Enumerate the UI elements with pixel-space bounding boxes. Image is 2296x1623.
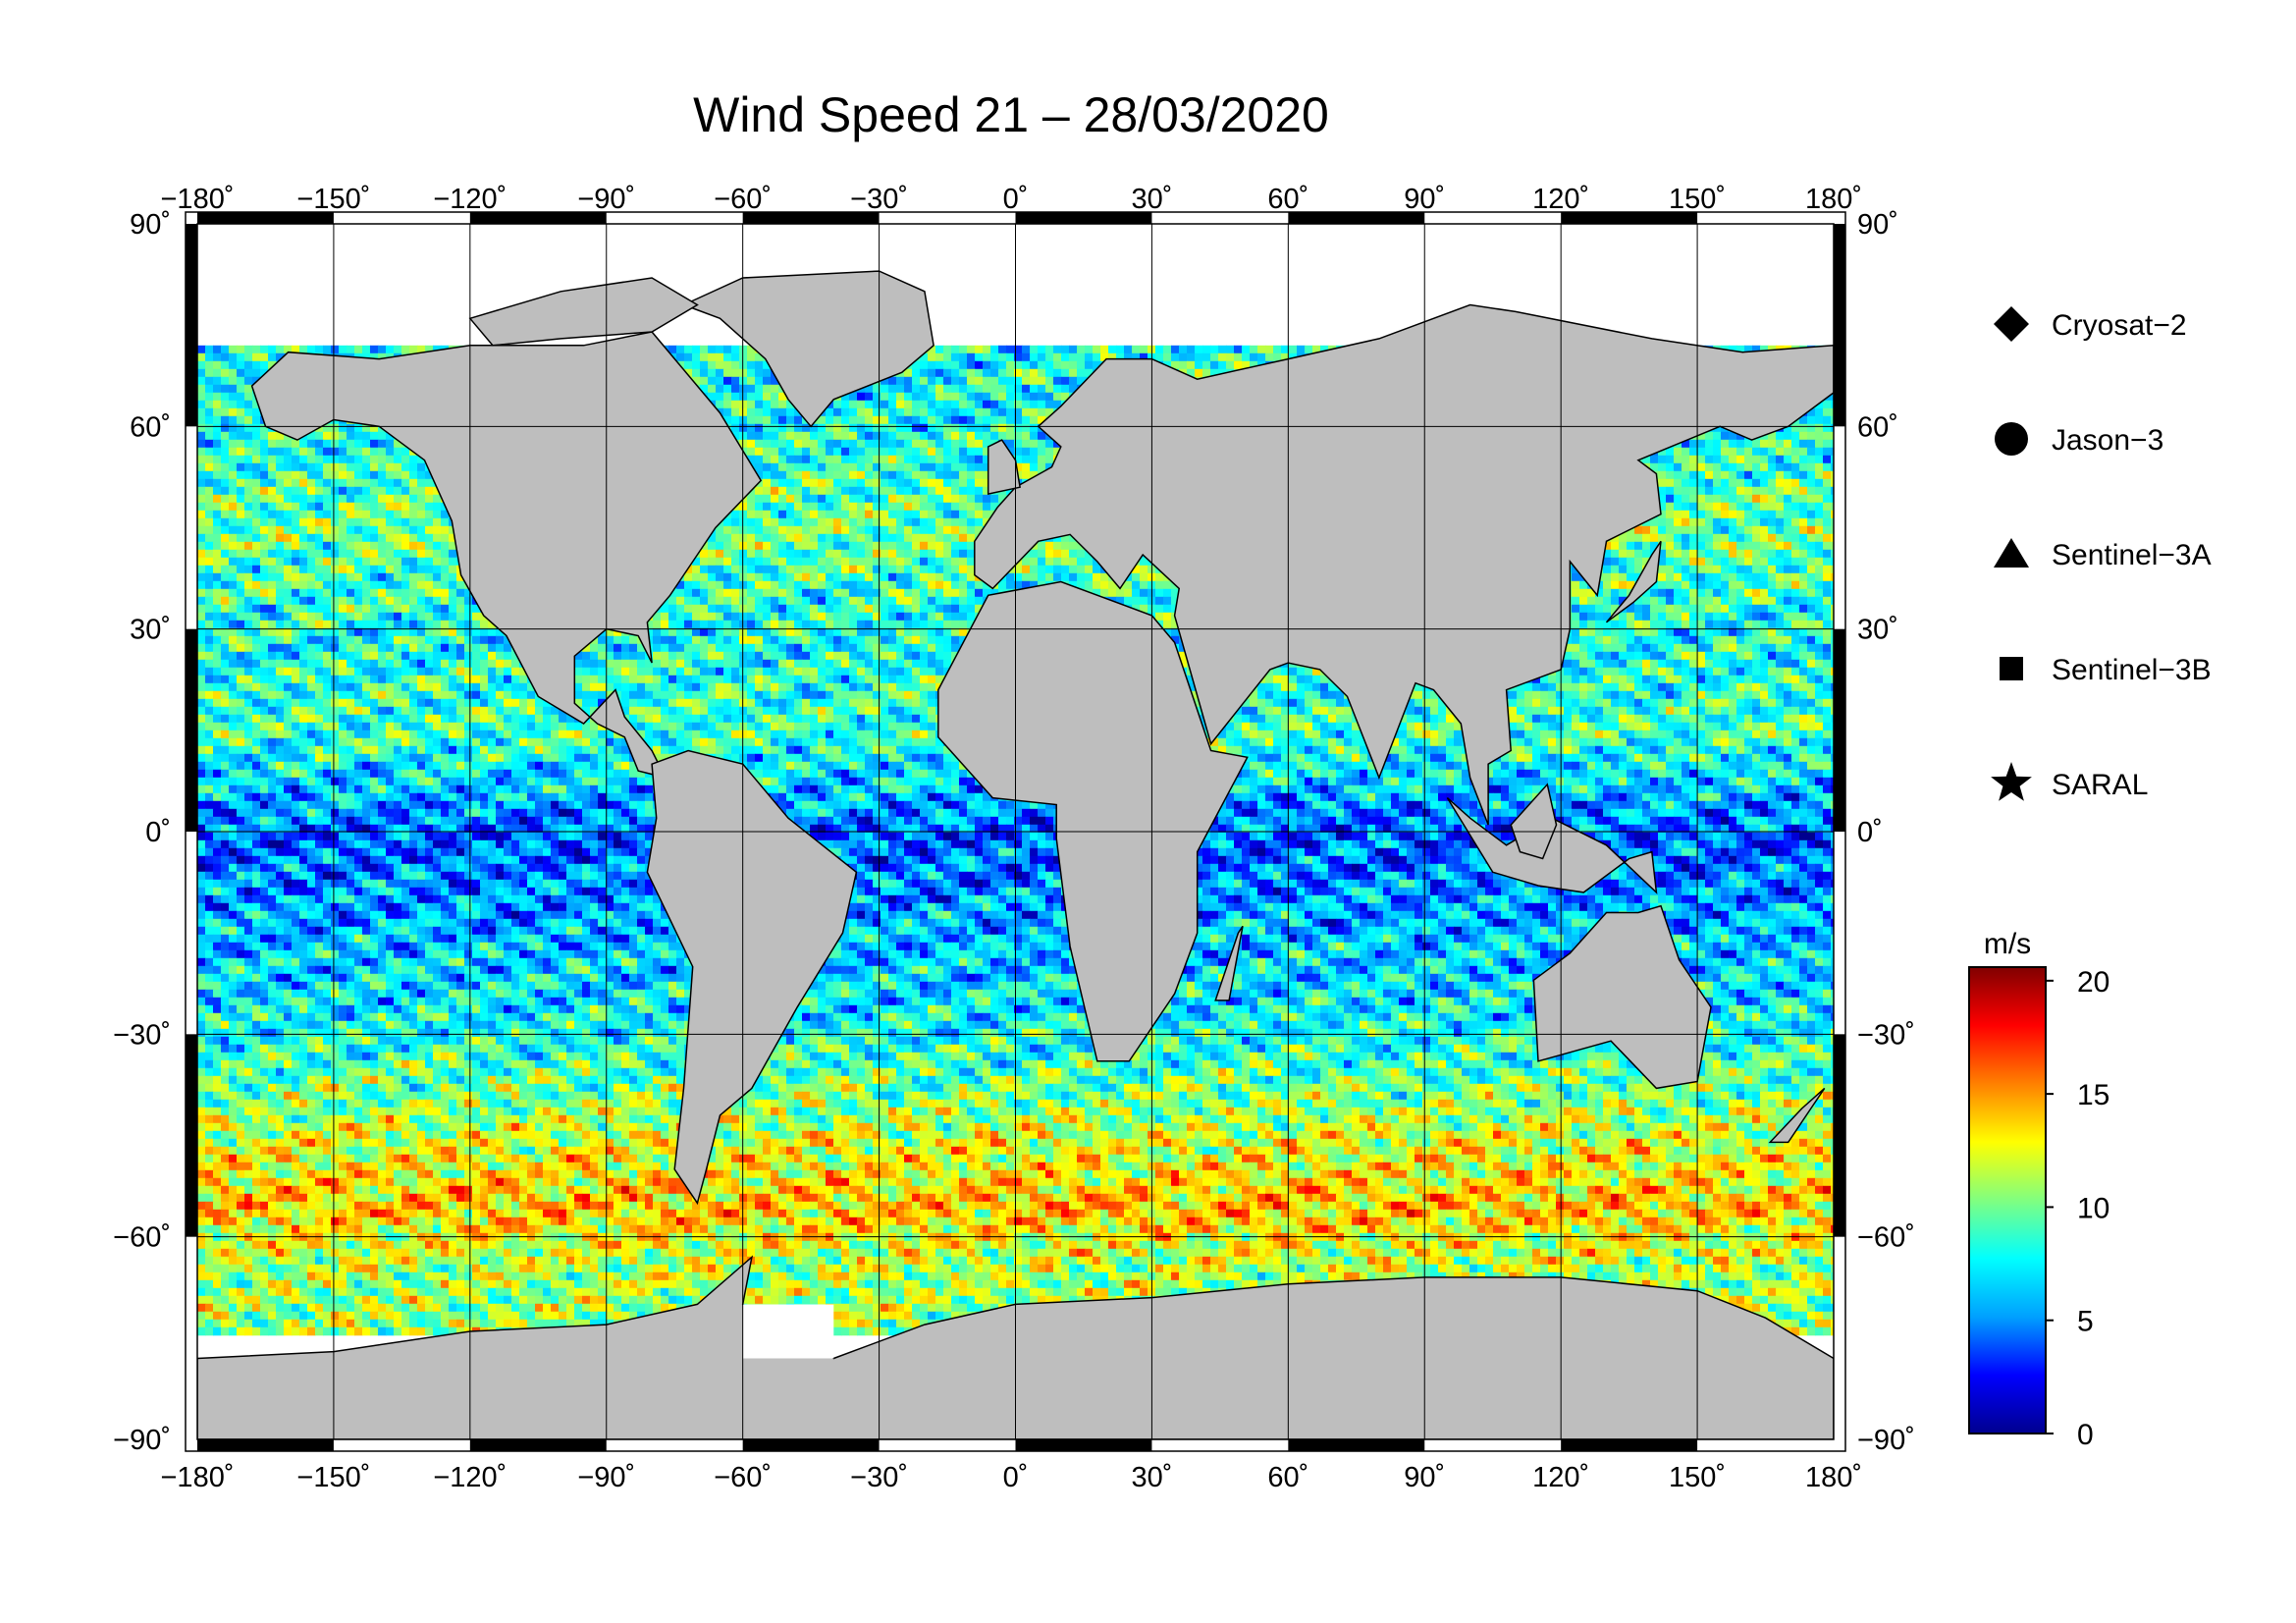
right-lat-tick: −90˚ <box>1857 1425 1915 1456</box>
bottom-lon-tick: −150˚ <box>296 1462 370 1493</box>
colorbar-unit: m/s <box>1984 928 2031 960</box>
top-lon-tick: 120˚ <box>1532 184 1589 215</box>
left-lat-tick: −60˚ <box>113 1222 171 1254</box>
legend-label: SARAL <box>2052 769 2148 801</box>
left-lat-tick: 30˚ <box>130 615 171 646</box>
right-lat-tick: −60˚ <box>1857 1222 1915 1254</box>
bottom-lon-tick: 150˚ <box>1669 1462 1726 1493</box>
bottom-lon-tick: −120˚ <box>433 1462 507 1493</box>
bottom-lon-tick: −30˚ <box>850 1462 908 1493</box>
right-lat-tick: 30˚ <box>1857 615 1898 646</box>
left-lat-tick: 60˚ <box>130 411 171 443</box>
top-lon-tick: 180˚ <box>1805 184 1862 215</box>
bottom-lon-tick: 120˚ <box>1532 1462 1589 1493</box>
colorbar-tick-label: 15 <box>2077 1079 2109 1111</box>
map-frame <box>185 211 1846 1452</box>
left-lat-tick: −90˚ <box>113 1425 171 1456</box>
top-lon-tick: 90˚ <box>1404 184 1445 215</box>
colorbar-tick-label: 20 <box>2077 966 2109 999</box>
legend-label: Sentinel−3B <box>2052 654 2212 686</box>
legend-label: Jason−3 <box>2052 424 2163 457</box>
legend-label: Cryosat−2 <box>2052 309 2187 342</box>
right-lat-tick: 90˚ <box>1857 209 1898 241</box>
bottom-lon-tick: 90˚ <box>1404 1462 1445 1493</box>
graticule-gridlines <box>197 224 1834 1439</box>
square-marker-icon <box>2000 657 2023 680</box>
right-lat-tick: −30˚ <box>1857 1019 1915 1051</box>
top-lon-tick: −150˚ <box>296 184 370 215</box>
satellite-legend: Cryosat−2 Jason−3 Sentinel−3A Sentinel−3B SA… <box>1991 306 2212 801</box>
triangle-marker-icon <box>1994 538 2029 568</box>
left-lat-tick: 90˚ <box>130 209 171 241</box>
top-lon-tick: 150˚ <box>1669 184 1726 215</box>
colorbar-gradient <box>1968 966 2047 1434</box>
legend-label: Sentinel−3A <box>2052 539 2212 571</box>
colorbar-tick-label: 5 <box>2077 1306 2094 1338</box>
colorbar-tick-label: 10 <box>2077 1192 2109 1224</box>
circle-marker-icon <box>1995 422 2028 456</box>
map-title: Wind Speed 21 – 28/03/2020 <box>0 86 2022 143</box>
top-lon-tick: −180˚ <box>161 184 235 215</box>
star-marker-icon <box>1991 762 2032 801</box>
bottom-lon-tick: 180˚ <box>1805 1462 1862 1493</box>
right-lat-tick: 0˚ <box>1857 817 1883 848</box>
diamond-marker-icon <box>1994 306 2029 342</box>
bottom-lon-tick: −180˚ <box>161 1462 235 1493</box>
top-lon-tick: 60˚ <box>1267 184 1308 215</box>
bottom-lon-tick: 0˚ <box>1003 1462 1029 1493</box>
top-lon-tick: −60˚ <box>714 184 772 215</box>
right-lat-tick: 60˚ <box>1857 411 1898 443</box>
left-lat-tick: 0˚ <box>145 817 171 848</box>
colorbar-tick-label: 0 <box>2077 1419 2094 1451</box>
left-lat-tick: −30˚ <box>113 1019 171 1051</box>
top-lon-tick: 0˚ <box>1003 184 1029 215</box>
bottom-lon-tick: 60˚ <box>1267 1462 1308 1493</box>
bottom-lon-tick: −90˚ <box>577 1462 635 1493</box>
coordinate-tick-labels: −180˚ −150˚ −120˚ −90˚ −60˚ −30˚ 0˚ 30˚ 60˚ 90˚ 12… <box>113 184 1915 1493</box>
top-lon-tick: 30˚ <box>1131 184 1172 215</box>
top-lon-tick: −120˚ <box>433 184 507 215</box>
colorbar: m/s 20 15 10 5 0 <box>1968 928 2109 1451</box>
bottom-lon-tick: −60˚ <box>714 1462 772 1493</box>
top-lon-tick: −90˚ <box>577 184 635 215</box>
top-lon-tick: −30˚ <box>850 184 908 215</box>
bottom-lon-tick: 30˚ <box>1131 1462 1172 1493</box>
